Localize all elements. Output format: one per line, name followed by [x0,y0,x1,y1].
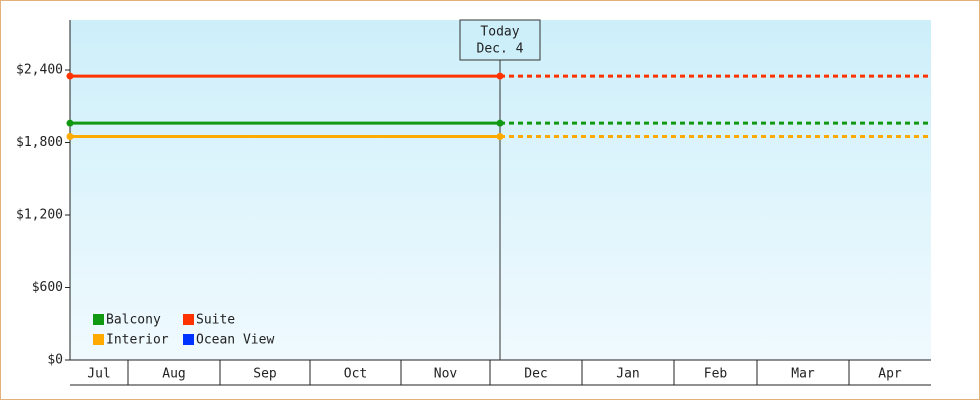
point [496,119,504,127]
y-tick-label: $600 [32,280,63,295]
x-tick-label: Jul [87,367,110,382]
x-tick-label: Aug [162,367,185,382]
legend-label: Interior [106,333,169,348]
x-tick-label: Dec [524,367,547,382]
y-tick-label: $1,200 [16,208,63,223]
y-tick-label: $1,800 [16,135,63,150]
x-tick-label: Nov [434,367,458,382]
point [66,119,74,127]
point [496,132,504,140]
y-tick-label: $2,400 [16,63,63,78]
legend-swatch [183,314,194,325]
legend-swatch [93,314,104,325]
today-box [459,19,541,61]
x-tick-label: Oct [344,367,367,382]
y-tick-label: $0 [47,353,63,368]
legend-swatch [93,334,104,345]
point [66,132,74,140]
legend-label: Balcony [106,313,161,328]
legend-label: Ocean View [196,333,274,348]
x-tick-label: Feb [704,367,728,382]
legend-swatch [183,334,194,345]
x-tick-label: Mar [791,367,815,382]
point [496,72,504,80]
legend-label: Suite [196,313,235,328]
x-tick-label: Apr [878,367,902,382]
point [66,72,74,80]
x-tick-label: Sep [253,367,277,382]
x-tick-label: Jan [616,367,639,382]
today-date: Dec. 4 [477,42,524,57]
today-title: Today [480,25,519,40]
